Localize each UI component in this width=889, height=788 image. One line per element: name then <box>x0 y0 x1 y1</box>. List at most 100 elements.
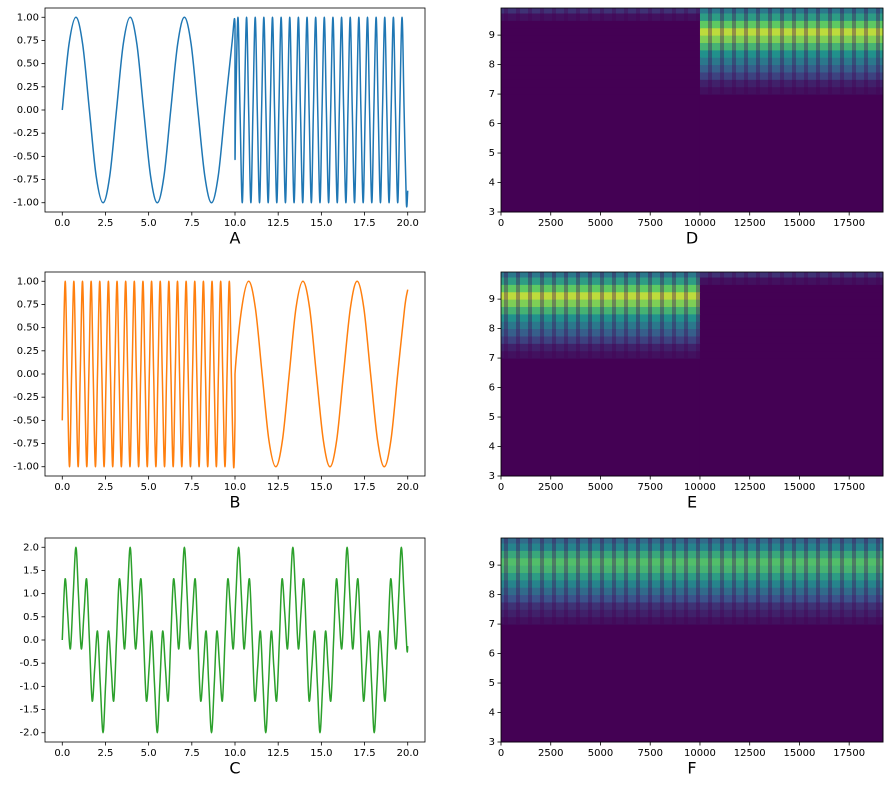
heatmap-cell <box>699 358 884 477</box>
y-tick-label: 4 <box>489 442 495 453</box>
y-tick-label: -2.0 <box>19 728 39 739</box>
y-tick-label: 9 <box>489 560 495 571</box>
heatmap-cell <box>501 94 701 213</box>
x-tick-label: 12500 <box>734 482 766 493</box>
y-tick-label: 0.75 <box>17 35 39 46</box>
x-tick-label: 7.5 <box>184 482 200 493</box>
line <box>61 546 409 734</box>
y-tick-label: -0.50 <box>13 415 39 426</box>
x-axis-label: F <box>687 759 696 778</box>
line <box>61 280 409 469</box>
x-tick-label: 10.0 <box>224 748 246 759</box>
x-tick-label: 7500 <box>637 218 662 229</box>
y-tick-label: 6 <box>489 383 495 394</box>
x-tick-label: 15000 <box>784 748 816 759</box>
x-tick-label: 5.0 <box>141 482 157 493</box>
x-tick-label: 0 <box>498 748 504 759</box>
x-tick-label: 5000 <box>588 482 613 493</box>
heatmap-cell <box>699 94 884 213</box>
x-tick-label: 10000 <box>684 482 716 493</box>
y-tick-label: 0.25 <box>17 82 39 93</box>
x-tick-label: 2500 <box>538 482 563 493</box>
y-tick-label: 0.25 <box>17 346 39 357</box>
y-tick-label: -1.5 <box>19 705 39 716</box>
x-tick-label: 17.5 <box>353 748 375 759</box>
x-tick-label: 0 <box>498 482 504 493</box>
y-tick-label: 1.5 <box>23 565 39 576</box>
x-tick-label: 7.5 <box>184 748 200 759</box>
x-tick-label: 7.5 <box>184 218 200 229</box>
y-tick-label: 1.00 <box>17 276 39 287</box>
x-tick-label: 2.5 <box>98 482 114 493</box>
y-tick-label: -1.00 <box>13 198 39 209</box>
y-tick-label: 2.0 <box>23 542 39 553</box>
y-tick-label: -0.75 <box>13 175 39 186</box>
x-tick-label: 17500 <box>833 482 865 493</box>
x-tick-label: 12500 <box>734 218 766 229</box>
y-tick-label: 9 <box>489 30 495 41</box>
x-axis-label: E <box>687 493 697 512</box>
y-tick-label: 0.5 <box>23 612 39 623</box>
x-tick-label: 10.0 <box>224 482 246 493</box>
x-tick-label: 2500 <box>538 748 563 759</box>
heatmap-cell <box>501 358 701 477</box>
y-tick-label: 6 <box>489 119 495 130</box>
x-tick-label: 12.5 <box>267 218 289 229</box>
y-tick-label: 0.50 <box>17 59 39 70</box>
x-axis-label: B <box>230 493 241 512</box>
x-tick-label: 5000 <box>588 748 613 759</box>
y-tick-label: -0.75 <box>13 439 39 450</box>
x-tick-label: 15.0 <box>310 482 332 493</box>
y-tick-label: 5 <box>489 148 495 159</box>
x-tick-label: 17500 <box>833 748 865 759</box>
x-tick-label: 2.5 <box>98 218 114 229</box>
x-tick-label: 12.5 <box>267 482 289 493</box>
y-tick-label: 0.75 <box>17 299 39 310</box>
line <box>61 16 409 208</box>
x-tick-label: 12500 <box>734 748 766 759</box>
axes-frame <box>500 271 884 477</box>
x-tick-label: 12.5 <box>267 748 289 759</box>
y-tick-label: 0.50 <box>17 323 39 334</box>
x-tick-label: 5.0 <box>141 748 157 759</box>
texture <box>501 538 883 625</box>
y-tick-label: -0.50 <box>13 151 39 162</box>
y-tick-label: 6 <box>489 649 495 660</box>
x-tick-label: 17.5 <box>353 218 375 229</box>
y-tick-label: -1.00 <box>13 462 39 473</box>
y-tick-label: -1.0 <box>19 681 39 692</box>
x-tick-label: 0.0 <box>54 748 70 759</box>
x-tick-label: 10000 <box>684 218 716 229</box>
y-tick-label: 3 <box>489 737 495 748</box>
y-tick-label: 8 <box>489 590 495 601</box>
x-tick-label: 0.0 <box>54 482 70 493</box>
x-tick-label: 2500 <box>538 218 563 229</box>
y-tick-label: 4 <box>489 178 495 189</box>
x-tick-label: 2.5 <box>98 748 114 759</box>
y-tick-label: 7 <box>489 353 495 364</box>
x-tick-label: 15.0 <box>310 748 332 759</box>
x-tick-label: 17.5 <box>353 482 375 493</box>
x-tick-label: 20.0 <box>397 482 419 493</box>
x-tick-label: 10.0 <box>224 218 246 229</box>
y-tick-label: 4 <box>489 708 495 719</box>
y-tick-label: 5 <box>489 678 495 689</box>
y-tick-label: 0.00 <box>17 369 39 380</box>
y-tick-label: 8 <box>489 60 495 71</box>
x-tick-label: 5.0 <box>141 218 157 229</box>
x-tick-label: 20.0 <box>397 748 419 759</box>
x-tick-label: 15000 <box>784 482 816 493</box>
y-tick-label: 0.0 <box>23 635 39 646</box>
texture <box>501 272 883 359</box>
x-tick-label: 7500 <box>637 482 662 493</box>
x-tick-label: 20.0 <box>397 218 419 229</box>
y-tick-label: 1.0 <box>23 589 39 600</box>
axes-frame <box>500 7 884 213</box>
y-tick-label: 0.00 <box>17 105 39 116</box>
x-tick-label: 15.0 <box>310 218 332 229</box>
y-tick-label: -0.25 <box>13 392 39 403</box>
y-tick-label: 3 <box>489 207 495 218</box>
heatmap-cell <box>501 624 884 743</box>
x-tick-label: 7500 <box>637 748 662 759</box>
